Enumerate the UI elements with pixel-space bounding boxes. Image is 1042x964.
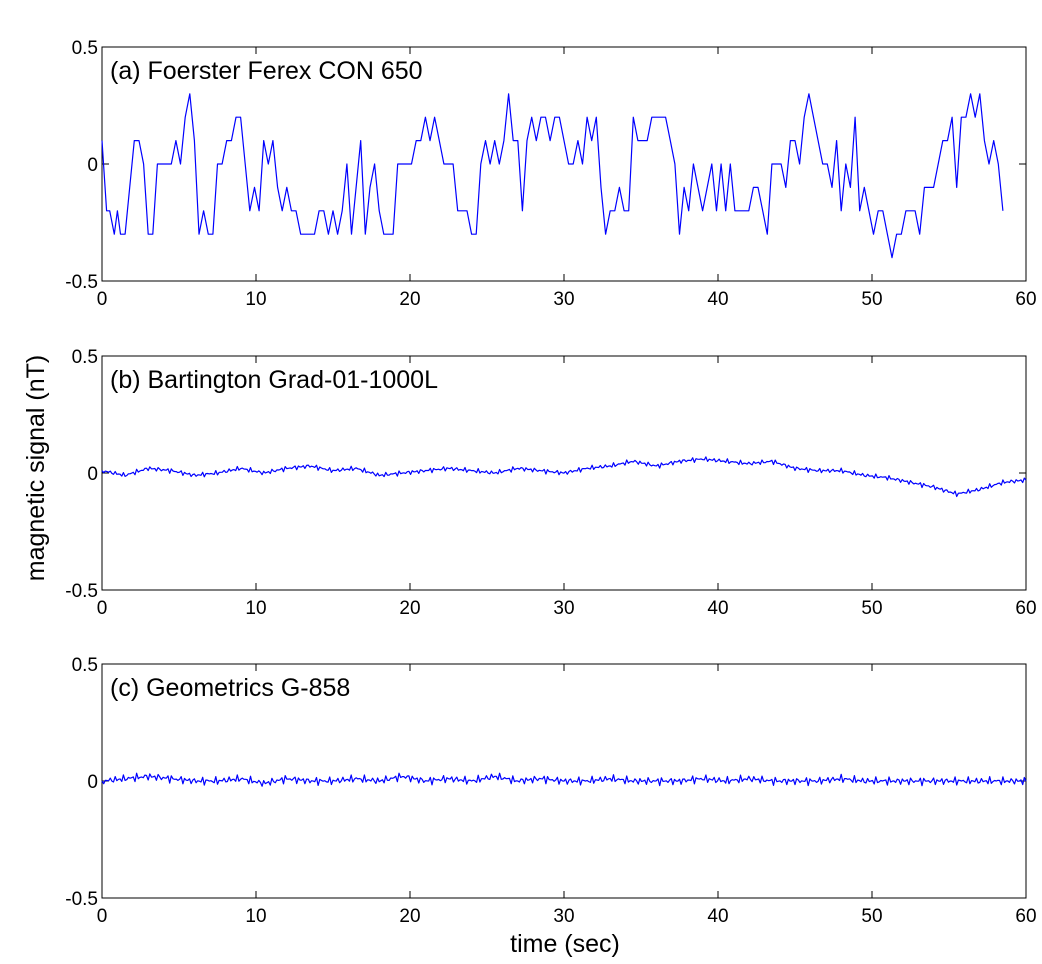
x-tick-label: 10	[245, 289, 266, 310]
x-tick-label: 40	[707, 906, 728, 927]
y-tick-label: -0.5	[65, 889, 98, 910]
y-tick-label: 0.5	[72, 38, 98, 59]
series-line	[101, 456, 1027, 498]
y-tick-label: 0	[87, 155, 98, 176]
panel-annotation: (c) Geometrics G-858	[110, 674, 350, 702]
plot-area	[101, 46, 1027, 282]
x-tick-label: 20	[399, 289, 420, 310]
x-tick-label: 0	[97, 906, 108, 927]
x-tick-label: 60	[1015, 598, 1036, 619]
x-tick-label: 0	[97, 289, 108, 310]
x-tick-label: 50	[861, 906, 882, 927]
x-tick-label: 40	[707, 289, 728, 310]
y-axis-title: magnetic signal (nT)	[22, 355, 50, 581]
panel-3: 0 10 20 30 40 50 600.50-0.5(c) Geometrics G-85…	[65, 655, 1036, 927]
x-tick-label: 20	[399, 906, 420, 927]
series-line	[101, 93, 1004, 259]
x-tick-label: 40	[707, 598, 728, 619]
y-tick-label: -0.5	[65, 272, 98, 293]
x-tick-label: 60	[1015, 289, 1036, 310]
x-tick-label: 50	[861, 289, 882, 310]
x-axis-title: time (sec)	[510, 930, 620, 958]
x-tick-label: 0	[97, 598, 108, 619]
panel-2: 0 10 20 30 40 50 600.50-0.5(b) Bartington Grad…	[65, 347, 1036, 619]
y-tick-label: -0.5	[65, 581, 98, 602]
x-tick-label: 10	[245, 906, 266, 927]
x-tick-label: 50	[861, 598, 882, 619]
y-tick-label: 0	[87, 772, 98, 793]
x-tick-label: 10	[245, 598, 266, 619]
x-tick-label: 30	[553, 906, 574, 927]
panel-annotation: (a) Foerster Ferex CON 650	[110, 57, 423, 85]
y-tick-label: 0.5	[72, 347, 98, 368]
y-tick-label: 0.5	[72, 655, 98, 676]
y-tick-label: 0	[87, 464, 98, 485]
panel-1: 0 10 20 30 40 50 600.50-0.5(a) Foerster Ferex …	[65, 38, 1036, 310]
x-tick-label: 30	[553, 289, 574, 310]
x-tick-label: 20	[399, 598, 420, 619]
x-tick-label: 30	[553, 598, 574, 619]
x-tick-label: 60	[1015, 906, 1036, 927]
series-line	[101, 772, 1027, 787]
panel-annotation: (b) Bartington Grad-01-1000L	[110, 366, 438, 394]
